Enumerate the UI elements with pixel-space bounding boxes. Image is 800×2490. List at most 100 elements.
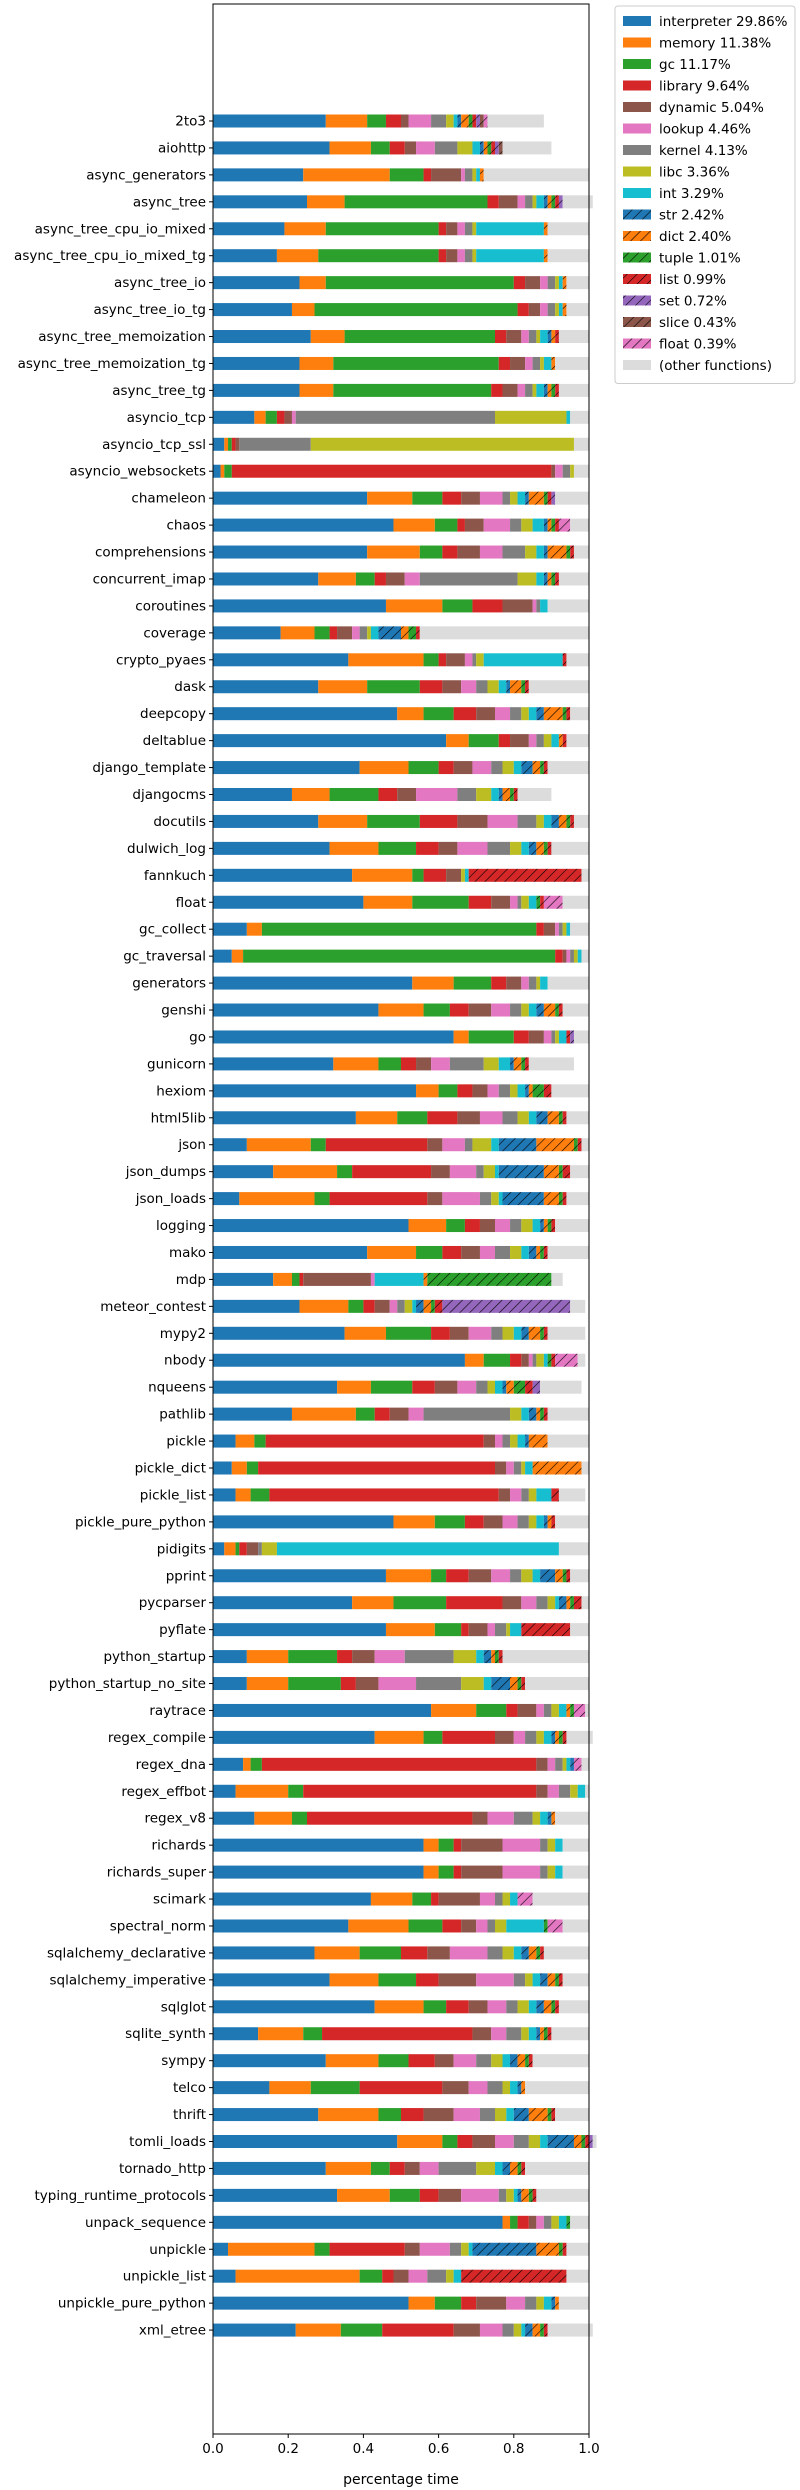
bar-segment-lookup <box>461 2188 499 2202</box>
bar-segment-memory <box>367 545 420 559</box>
bar-segment-interpreter <box>213 976 413 990</box>
bar-segment-dynamic <box>427 1138 443 1152</box>
bar-segment-float <box>555 1353 578 1367</box>
bar-segment-list <box>558 1973 563 1987</box>
bar-segment-dict <box>547 518 552 532</box>
bar-segment-library <box>374 572 386 586</box>
bar-segment-interpreter <box>213 1730 375 1744</box>
bar-segment-libc <box>555 1030 559 1044</box>
bar-segment-interpreter <box>213 814 319 828</box>
bar-segment-library <box>265 1434 484 1448</box>
bar-segment-lookup <box>510 1488 522 1502</box>
bar-segment-kernel <box>536 1596 548 1610</box>
bar-segment-other <box>536 2188 589 2202</box>
bar-segment-kernel <box>502 1111 518 1125</box>
bar-segment-gc <box>438 1838 454 1852</box>
bar-segment-other <box>558 2296 589 2310</box>
bar-segment-kernel <box>543 1703 552 1717</box>
bar-segment-interpreter <box>213 895 364 909</box>
bar-segment-str <box>525 2323 533 2337</box>
bar-segment-int <box>495 1380 503 1394</box>
bar-segment-dynamic <box>352 1650 375 1664</box>
bar-segment-lookup <box>555 922 559 936</box>
bar-segment-libc <box>536 330 541 344</box>
bar-segment-kernel <box>498 1084 511 1098</box>
bar-segment-gc <box>378 841 417 855</box>
bar-segment-library <box>449 1003 469 1017</box>
bar-segment-dynamic <box>438 1973 477 1987</box>
bar-segment-kernel <box>506 2027 522 2041</box>
bar-segment-list <box>566 1030 571 1044</box>
bar-segment-kernel <box>510 518 522 532</box>
bar-segment-int <box>276 1542 559 1556</box>
bar-segment-interpreter <box>213 1299 300 1313</box>
bar-segment-dynamic <box>521 1353 529 1367</box>
bar-segment-str <box>543 195 548 209</box>
bar-segment-int <box>558 1030 567 1044</box>
bar-segment-int <box>532 518 544 532</box>
bar-segment-tuple <box>551 383 556 397</box>
bar-segment-other <box>577 1353 586 1367</box>
bar-segment-interpreter <box>213 1245 368 1259</box>
x-tick-label: 0.2 <box>277 2441 298 2457</box>
bar-segment-library <box>461 1623 469 1637</box>
bar-segment-libc <box>555 276 559 290</box>
bar-segment-list <box>555 572 559 586</box>
bar-segment-dynamic <box>246 1542 259 1556</box>
bar-segment-int <box>543 1730 552 1744</box>
bar-segment-interpreter <box>213 1623 386 1637</box>
bar-segment-gc <box>468 734 499 748</box>
bar-segment-other <box>547 599 589 613</box>
bar-segment-library <box>491 383 503 397</box>
y-tick-label: fannkuch <box>144 868 206 884</box>
bar-segment-libc <box>510 1407 522 1421</box>
bar-segment-interpreter <box>213 2242 229 2256</box>
bar-segment-dict <box>543 1165 559 1179</box>
bar-segment-gc <box>476 1703 507 1717</box>
bar-segment-str <box>536 2027 541 2041</box>
bar-segment-memory <box>228 2242 315 2256</box>
bar-segment-dynamic <box>449 1326 469 1340</box>
x-tick-label: 0.6 <box>428 2441 449 2457</box>
bar-segment-set <box>476 114 480 128</box>
bar-segment-list <box>555 2000 559 2014</box>
bar-segment-dynamic <box>476 2296 507 2310</box>
legend-label-list: list 0.99% <box>659 272 726 288</box>
bar-segment-libc <box>536 1730 544 1744</box>
bar-segment-lookup <box>506 1461 514 1475</box>
bar-segment-lookup <box>528 734 537 748</box>
bar-segment-tuple <box>540 1245 544 1259</box>
bar-segment-dict <box>551 330 556 344</box>
bar-segment-libc <box>532 383 537 397</box>
bar-segment-dynamic <box>446 249 458 263</box>
bar-segment-str <box>536 1003 544 1017</box>
bar-segment-interpreter <box>213 1003 379 1017</box>
y-tick-label: sqlalchemy_declarative <box>47 1945 206 1961</box>
bar-segment-tuple <box>543 841 548 855</box>
bar-segment-dict <box>502 788 511 801</box>
bar-segment-interpreter <box>213 1084 417 1098</box>
y-tick-label: chaos <box>166 518 206 534</box>
bar-segment-lookup <box>532 599 537 613</box>
bar-segment-interpreter <box>213 734 447 748</box>
bar-segment-dict <box>479 168 484 182</box>
bar-segment-gc <box>344 195 488 209</box>
bar-segment-kernel <box>258 1542 262 1556</box>
bar-segment-kernel <box>517 895 522 909</box>
bar-segment-interpreter <box>213 383 300 397</box>
bar-segment-tuple <box>517 1677 522 1691</box>
bar-segment-list <box>562 1730 567 1744</box>
bar-segment-lookup <box>547 1757 556 1771</box>
bar-segment-memory <box>359 761 409 775</box>
y-tick-label: scimark <box>153 1892 206 1908</box>
bar-segment-str <box>416 1299 424 1313</box>
bar-segment-other <box>540 1380 582 1394</box>
bar-segment-gc <box>329 788 379 801</box>
y-tick-label: hexiom <box>156 1083 206 1099</box>
bar-segment-int <box>476 168 480 182</box>
bar-segment-gc <box>370 1380 413 1394</box>
bar-segment-gc <box>355 1407 375 1421</box>
bar-segment-other <box>551 2027 589 2041</box>
bar-segment-libc <box>310 437 574 451</box>
bar-segment-library <box>340 1677 356 1691</box>
